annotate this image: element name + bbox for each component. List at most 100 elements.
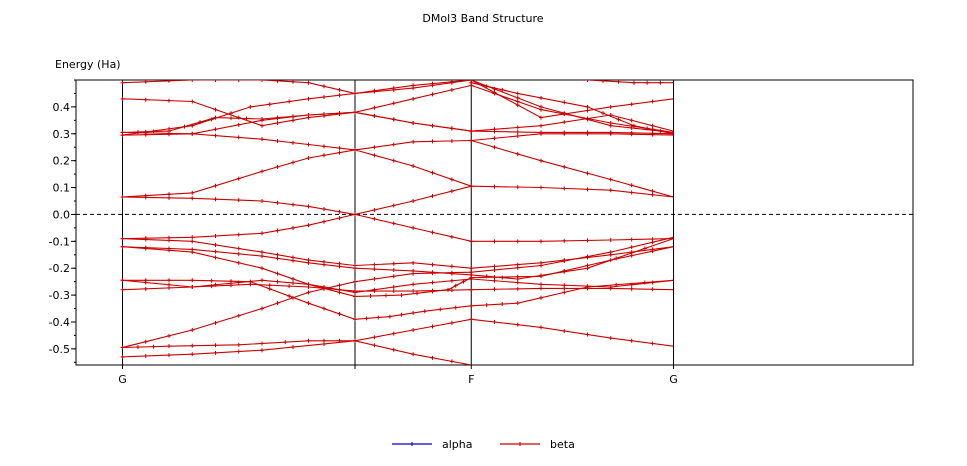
band-marker: [391, 158, 396, 163]
band-marker: [585, 116, 590, 121]
band-marker: [515, 322, 520, 327]
band-marker: [391, 285, 396, 290]
band-marker: [372, 343, 377, 348]
band-marker: [539, 185, 543, 190]
band-marker: [372, 207, 377, 212]
band-marker: [391, 261, 396, 266]
band-marker: [372, 335, 377, 340]
band-marker: [120, 130, 125, 135]
band-marker: [275, 121, 280, 126]
band-marker: [291, 280, 295, 285]
band-marker: [322, 84, 326, 89]
band-marker: [267, 102, 272, 107]
band-beta: [122, 238, 674, 280]
band-marker: [236, 342, 241, 347]
band-marker: [267, 283, 272, 288]
band-marker: [585, 130, 590, 135]
band-marker: [260, 306, 264, 311]
band-marker: [213, 255, 218, 260]
band-marker: [492, 145, 497, 150]
band-marker: [229, 116, 233, 121]
band-marker: [353, 263, 357, 268]
band-marker: [469, 287, 474, 292]
band-marker: [291, 202, 295, 207]
band-marker: [275, 252, 280, 257]
band-marker: [539, 115, 543, 120]
band-marker: [236, 176, 241, 181]
band-marker: [492, 319, 497, 324]
band-marker: [562, 186, 567, 191]
band-marker: [492, 136, 497, 141]
band-marker: [430, 123, 435, 128]
y-axis-label: Energy (Ha): [55, 58, 121, 71]
band-marker: [515, 125, 520, 130]
band-marker: [391, 101, 396, 106]
band-marker: [275, 80, 280, 83]
band-marker: [283, 340, 288, 345]
band-marker: [337, 338, 342, 343]
band-marker: [337, 216, 342, 221]
band-marker: [322, 219, 326, 224]
band-marker: [322, 144, 326, 149]
band-marker: [372, 262, 377, 267]
band-marker: [275, 228, 280, 233]
band-marker: [391, 142, 396, 147]
band-marker: [632, 123, 636, 128]
band-marker: [629, 286, 634, 291]
band-marker: [322, 286, 326, 291]
y-tick-label: -0.4: [49, 316, 70, 329]
band-marker: [190, 235, 195, 240]
band-marker: [260, 231, 264, 236]
band-marker: [500, 275, 505, 280]
band-marker: [190, 131, 195, 136]
chart-title: DMol3 Band Structure: [422, 12, 543, 25]
band-marker: [236, 280, 241, 285]
band-marker: [658, 129, 663, 134]
band-marker: [353, 338, 357, 343]
band-marker: [267, 286, 272, 291]
band-marker: [372, 287, 377, 292]
band-marker: [539, 239, 543, 244]
band-beta: [122, 98, 674, 132]
band-marker: [539, 260, 543, 265]
band-marker: [608, 285, 613, 290]
band-marker: [411, 268, 416, 273]
band-marker: [411, 352, 416, 357]
band-marker: [430, 194, 435, 199]
band-marker: [143, 354, 148, 359]
band-marker: [275, 164, 280, 169]
legend-marker-beta: [518, 442, 522, 446]
band-marker: [236, 115, 241, 120]
band-marker: [143, 280, 148, 285]
band-marker: [446, 287, 450, 292]
band-marker: [167, 192, 171, 197]
band-marker: [260, 254, 264, 259]
band-beta: [122, 278, 674, 293]
band-marker: [515, 91, 520, 96]
band-marker: [291, 80, 295, 84]
band-marker: [632, 80, 636, 85]
band-marker: [430, 355, 435, 360]
band-marker: [650, 341, 655, 346]
band-marker: [629, 250, 634, 255]
band-marker: [190, 190, 195, 195]
band-marker: [275, 279, 280, 284]
band-marker: [411, 121, 416, 126]
band-marker: [372, 153, 377, 158]
band-marker: [236, 251, 241, 256]
band-marker: [167, 131, 171, 136]
band-marker: [539, 107, 543, 112]
band-marker: [650, 189, 655, 194]
band-marker: [391, 86, 396, 91]
band-marker: [120, 80, 125, 85]
band-marker: [167, 246, 171, 251]
band-marker: [645, 80, 650, 85]
band-marker: [449, 189, 454, 194]
band-marker: [306, 290, 311, 295]
band-marker: [650, 192, 655, 197]
band-marker: [372, 145, 377, 150]
band-marker: [585, 238, 590, 243]
band-marker: [167, 333, 171, 338]
band-marker: [539, 158, 543, 163]
